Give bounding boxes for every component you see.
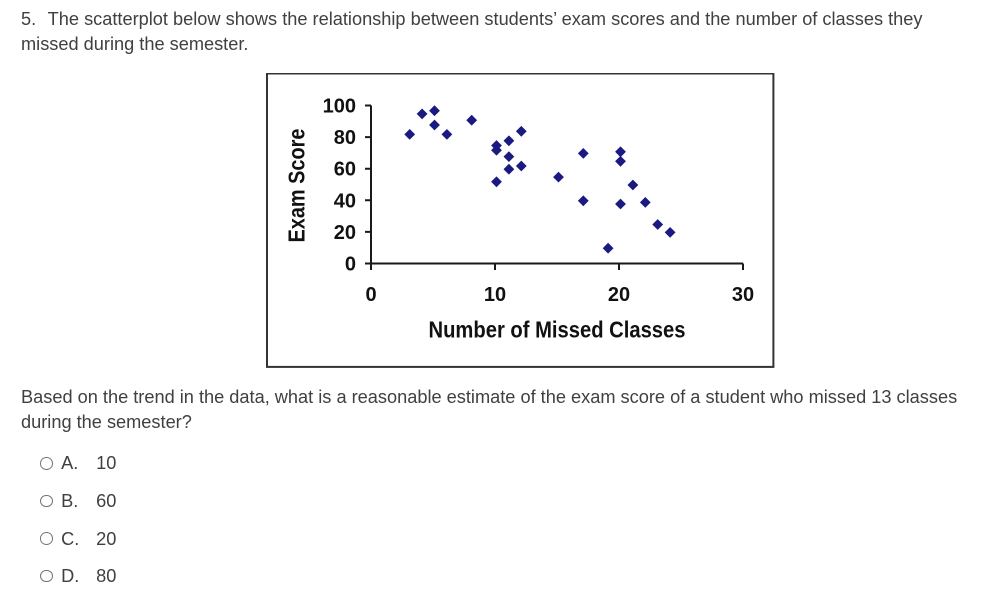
svg-text:60: 60 [334, 159, 356, 181]
svg-text:0: 0 [365, 284, 376, 306]
svg-text:20: 20 [608, 284, 630, 306]
svg-text:0: 0 [345, 254, 356, 276]
svg-text:40: 40 [334, 190, 356, 212]
svg-text:100: 100 [323, 96, 356, 118]
svg-text:Number of Missed Classes: Number of Missed Classes [429, 317, 686, 343]
svg-text:Exam Score: Exam Score [284, 129, 310, 243]
svg-text:30: 30 [732, 284, 754, 306]
svg-text:80: 80 [334, 127, 356, 149]
svg-text:20: 20 [334, 222, 356, 244]
svg-text:10: 10 [484, 284, 506, 306]
